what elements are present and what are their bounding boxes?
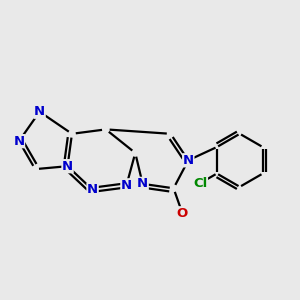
Text: N: N — [34, 105, 45, 118]
Text: N: N — [62, 160, 73, 173]
Text: N: N — [14, 135, 25, 148]
Text: N: N — [121, 179, 132, 192]
Text: Cl: Cl — [193, 177, 207, 190]
Text: O: O — [177, 207, 188, 220]
Text: N: N — [87, 183, 98, 196]
Text: N: N — [183, 154, 194, 167]
Text: N: N — [137, 177, 148, 190]
